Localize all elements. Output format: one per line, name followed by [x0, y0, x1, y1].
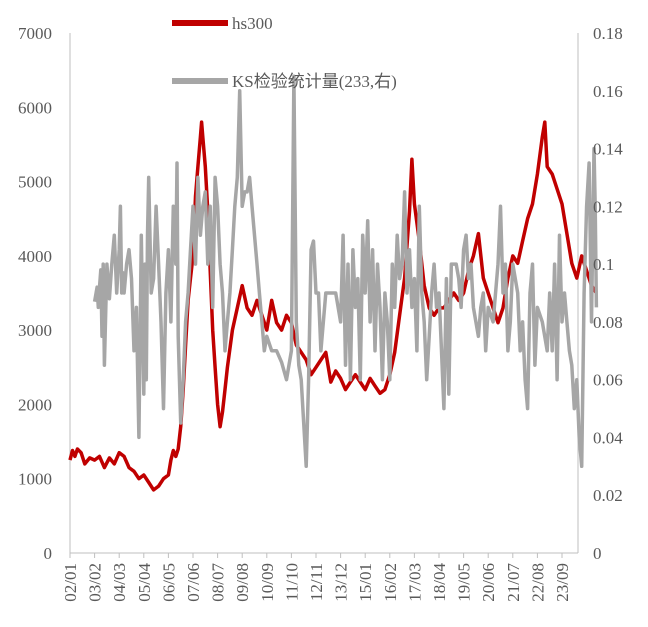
x-tick-label: 12/11	[307, 563, 326, 601]
series-line-ks	[92, 74, 599, 469]
x-tick-label: 09/08	[233, 563, 252, 602]
tick-labels: 0 1000 2000 3000 4000 5000 6000 7000 0 0.02 0.04 0.…	[18, 24, 623, 602]
left-y-tick-label: 4000	[18, 247, 52, 266]
x-tick-label: 11/10	[282, 563, 301, 601]
x-tick-label: 02/01	[61, 563, 80, 602]
x-tick-label: 13/12	[332, 563, 351, 602]
x-tick-label: 19/05	[455, 563, 474, 602]
right-y-tick-label: 0	[593, 544, 602, 563]
x-tick-label: 20/06	[479, 563, 498, 602]
right-y-tick-label: 0.02	[593, 486, 623, 505]
legend-label-ks: KS检验统计量(233,右)	[232, 72, 397, 91]
right-y-tick-label: 0.16	[593, 82, 623, 101]
left-y-tick-label: 3000	[18, 321, 52, 340]
legend: hs300 KS检验统计量(233,右)	[172, 14, 397, 91]
x-tick-label: 06/05	[159, 563, 178, 602]
x-tick-label: 08/07	[209, 563, 228, 602]
x-tick-label: 23/09	[553, 563, 572, 602]
right-y-tick-label: 0.08	[593, 313, 623, 332]
right-y-tick-label: 0.18	[593, 24, 623, 43]
left-y-tick-label: 0	[44, 544, 53, 563]
x-tick-label: 10/09	[258, 563, 277, 602]
left-y-tick-label: 2000	[18, 395, 52, 414]
left-y-tick-label: 7000	[18, 24, 52, 43]
right-y-tick-label: 0.14	[593, 140, 623, 159]
x-tick-label: 07/06	[184, 563, 203, 602]
right-y-tick-label: 0.1	[593, 255, 614, 274]
right-y-tick-label: 0.04	[593, 428, 623, 447]
x-tick-label: 03/02	[86, 563, 105, 602]
series-layer	[68, 74, 599, 492]
x-tick-label: 18/04	[430, 563, 449, 602]
x-tick-label: 04/03	[110, 563, 129, 602]
right-y-tick-label: 0.12	[593, 197, 623, 216]
series-line-hs300	[68, 120, 598, 492]
right-y-tick-label: 0.06	[593, 371, 623, 390]
x-tick-label: 16/02	[381, 563, 400, 602]
x-tick-label: 05/04	[135, 563, 154, 602]
x-tick-label: 17/03	[405, 563, 424, 602]
left-y-tick-label: 1000	[18, 470, 52, 489]
axes	[69, 33, 579, 554]
x-tick-label: 22/08	[528, 563, 547, 602]
left-y-tick-label: 5000	[18, 173, 52, 192]
x-tick-label: 15/01	[356, 563, 375, 602]
x-tick-label: 21/07	[504, 563, 523, 602]
legend-label-hs300: hs300	[232, 14, 273, 33]
left-y-tick-label: 6000	[18, 98, 52, 117]
